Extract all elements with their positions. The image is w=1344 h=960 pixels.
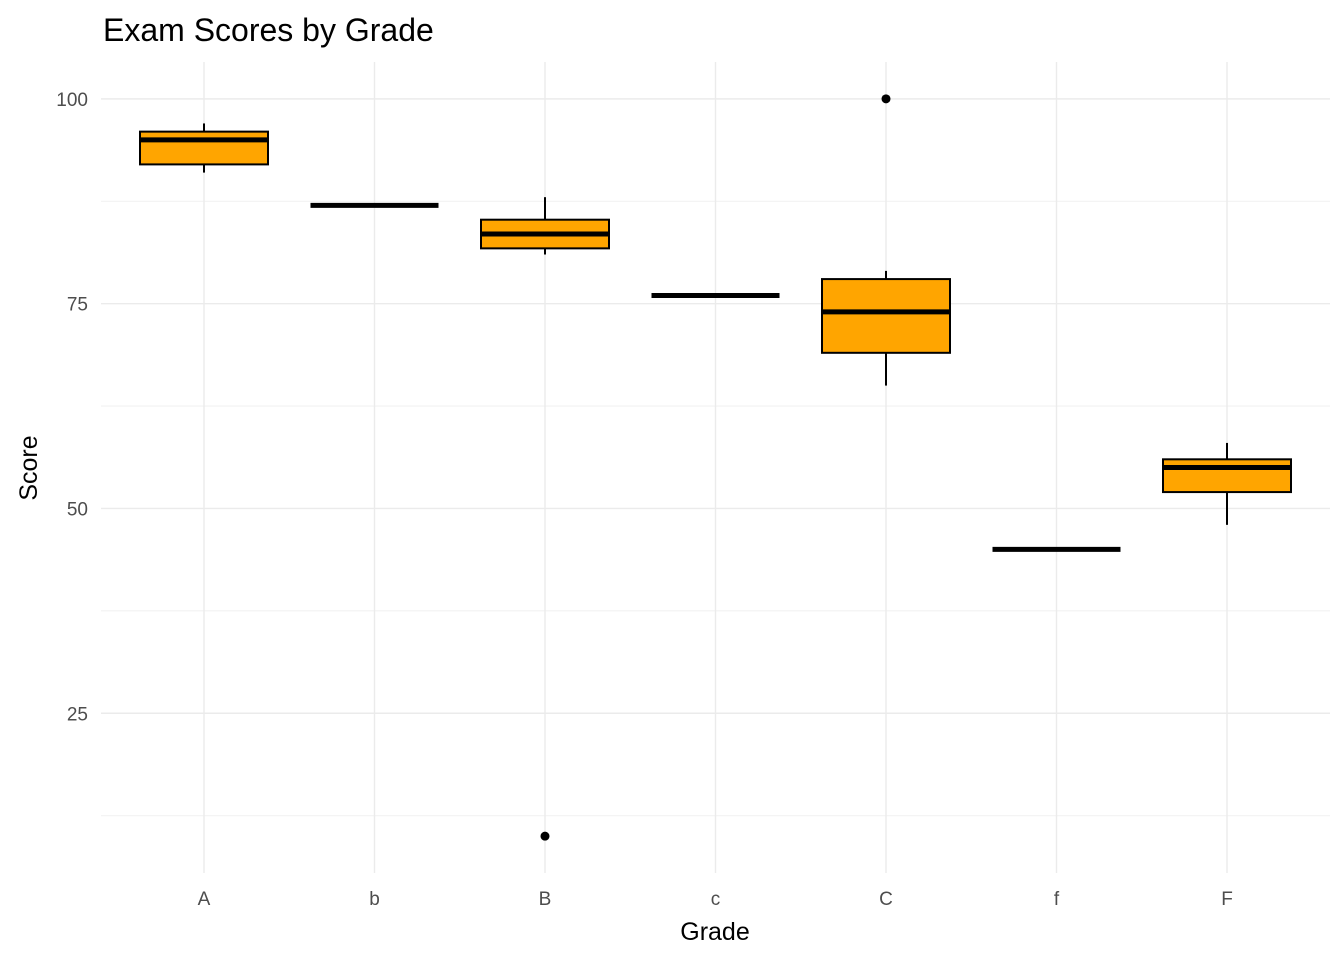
x-tick-label: B xyxy=(539,889,552,910)
y-axis-title: Score xyxy=(15,435,43,500)
box-A xyxy=(139,123,269,173)
x-tick-label: b xyxy=(369,889,380,910)
x-tick-label: F xyxy=(1221,889,1233,910)
x-tick-label: f xyxy=(1054,889,1060,910)
box-B xyxy=(480,197,610,841)
box-F xyxy=(1162,442,1292,525)
box-rect xyxy=(821,278,951,354)
box-series xyxy=(139,94,1292,841)
y-tick-label: 100 xyxy=(56,90,88,111)
box-rect xyxy=(1162,458,1292,494)
box-C xyxy=(821,94,951,386)
outlier-point xyxy=(881,94,891,104)
y-tick-label: 75 xyxy=(67,295,88,316)
x-axis-title: Grade xyxy=(680,918,749,946)
chart-title: Exam Scores by Grade xyxy=(103,12,434,48)
grid-lines xyxy=(101,62,1330,873)
x-tick-label: A xyxy=(198,889,211,910)
y-tick-label: 50 xyxy=(67,499,88,520)
box-rect xyxy=(139,130,269,166)
y-axis-ticks: 25 50 75 100 xyxy=(56,90,88,725)
x-tick-label: C xyxy=(879,889,893,910)
y-tick-label: 25 xyxy=(67,704,88,725)
x-tick-label: c xyxy=(711,889,721,910)
outlier-point xyxy=(540,831,550,841)
